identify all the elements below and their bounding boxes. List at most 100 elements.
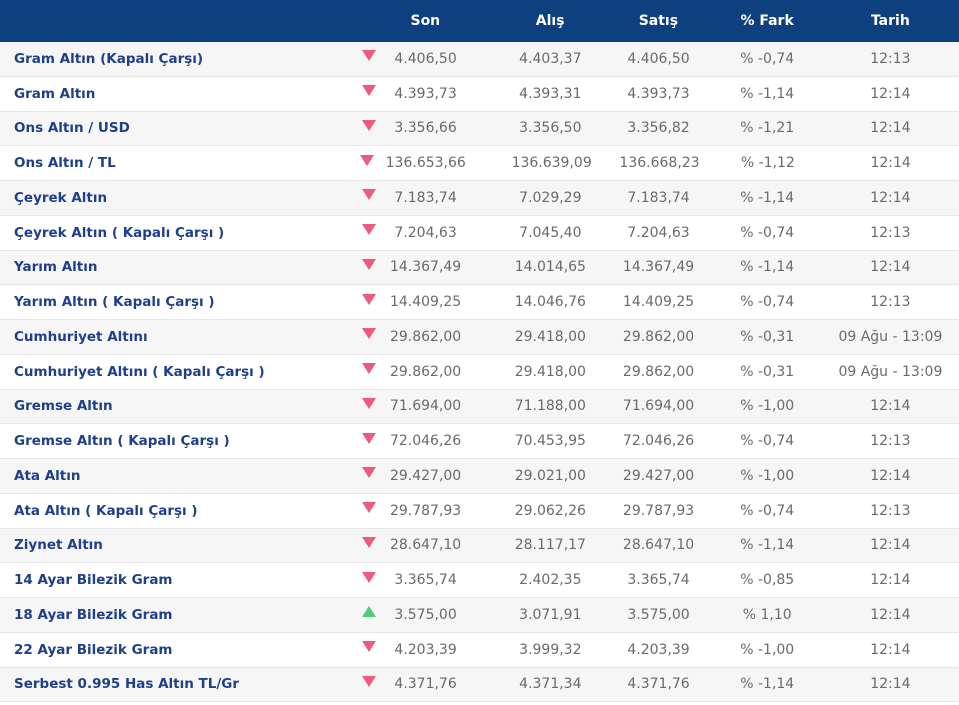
table-row[interactable]: Gram Altın 4.393,73 4.393,31 4.393,73 % -1,1… (0, 76, 959, 112)
triangle-down-icon (361, 119, 376, 131)
table-row[interactable]: Cumhuriyet Altını 29.862,00 29.418,00 29.86… (0, 320, 959, 355)
triangle-down-icon (361, 328, 376, 340)
row-son: 4.203,39 (394, 641, 457, 658)
row-son: 71.694,00 (389, 398, 462, 415)
row-satis: 4.406,50 (627, 50, 690, 67)
row-alis: 3.071,91 (519, 606, 582, 623)
row-name-link[interactable]: Gram Altın (Kapalı Çarşı) (14, 50, 204, 67)
row-name-link[interactable]: Çeyrek Altın (14, 189, 108, 206)
triangle-down-icon (361, 502, 376, 514)
row-satis: 29.862,00 (622, 328, 695, 345)
row-name-link[interactable]: Serbest 0.995 Has Altın TL/Gr (14, 676, 240, 693)
row-satis: 7.183,74 (627, 189, 690, 206)
table-row[interactable]: Cumhuriyet Altını ( Kapalı Çarşı ) 29.862… (0, 354, 959, 390)
row-tarih: 12:14 (870, 467, 911, 484)
triangle-down-icon (361, 50, 376, 62)
row-satis: 3.356,82 (627, 120, 690, 137)
table-row[interactable]: Ons Altın / USD 3.356,66 3.356,50 3.356,82%… (0, 111, 959, 147)
triangle-down-icon (360, 154, 375, 166)
table-row[interactable]: Yarım Altın ( Kapalı Çarşı ) 14.409,25 14.… (0, 285, 959, 320)
row-son: 72.046,26 (389, 433, 462, 450)
trend-down-icon (350, 390, 387, 424)
row-name-link[interactable]: Ons Altın / TL (14, 155, 116, 172)
row-son: 4.406,50 (394, 50, 457, 67)
row-name-link[interactable]: 22 Ayar Bilezik Gram (14, 641, 173, 658)
row-name-link[interactable]: Çeyrek Altın ( Kapalı Çarşı ) (14, 224, 225, 241)
row-tarih: 12:14 (870, 398, 911, 415)
table-row[interactable]: 18 Ayar Bilezik Gram 3.575,00 3.071,91 3.57… (0, 598, 959, 633)
row-name-link[interactable]: Gremse Altın (14, 398, 113, 415)
row-satis: 71.694,00 (622, 398, 695, 415)
table-row[interactable]: Ata Altın 29.427,00 29.021,00 29.427,00 % -1… (0, 459, 959, 494)
row-satis: 136.668,23 (619, 155, 700, 172)
row-alis: 14.046,76 (514, 294, 586, 311)
row-son: 136.653,66 (385, 155, 466, 172)
row-son: 29.862,00 (389, 328, 462, 345)
row-satis: 29.862,00 (622, 363, 695, 380)
row-fark: % -1,14 (740, 189, 795, 206)
row-fark: % -0,31 (740, 363, 795, 380)
table-row[interactable]: 22 Ayar Bilezik Gram 4.203,39 3.999,32 4.20… (0, 632, 959, 668)
row-alis: 3.356,50 (519, 120, 582, 137)
trend-down-icon (350, 181, 387, 215)
table-row[interactable]: Ons Altın / TL 136.653,66 136.639,09 136.66… (0, 146, 959, 181)
row-satis: 29.427,00 (622, 467, 695, 484)
row-alis: 4.371,34 (519, 676, 582, 693)
trend-down-icon (350, 251, 387, 285)
row-son: 7.204,63 (394, 224, 457, 241)
row-alis: 28.117,17 (514, 537, 586, 554)
table-row[interactable]: Gremse Altın 71.694,00 71.188,00 71.694,00%… (0, 389, 959, 425)
row-satis: 14.409,25 (622, 294, 695, 311)
trend-down-icon (350, 320, 387, 354)
row-fark: % -1,00 (740, 467, 795, 484)
row-satis: 28.647,10 (622, 537, 695, 554)
row-fark: % -0,74 (740, 502, 795, 519)
triangle-down-icon (361, 467, 376, 479)
table-row[interactable]: Ata Altın ( Kapalı Çarşı ) 29.787,93 29.06… (0, 493, 959, 529)
table-row[interactable]: Gram Altın (Kapalı Çarşı) 4.406,50 4.403,3… (0, 42, 959, 77)
row-son: 14.367,49 (389, 259, 462, 276)
row-name-link[interactable]: Ons Altın / USD (14, 120, 130, 137)
table-row[interactable]: Serbest 0.995 Has Altın TL/Gr 4.371,76 4.3… (0, 667, 959, 703)
row-fark: % -0,74 (740, 433, 795, 450)
row-son: 29.862,00 (389, 363, 462, 380)
row-tarih: 12:13 (870, 224, 911, 241)
table-row[interactable]: Yarım Altın 14.367,49 14.014,65 14.367,49 % … (0, 250, 959, 286)
triangle-down-icon (361, 258, 376, 270)
row-alis: 14.014,65 (514, 259, 586, 276)
row-name-link[interactable]: Gremse Altın ( Kapalı Çarşı ) (14, 433, 230, 450)
row-tarih: 09 Ağu - 13:09 (838, 363, 943, 380)
row-son: 29.787,93 (389, 502, 462, 519)
row-fark: % 1,10 (742, 606, 792, 623)
header-name-spacer (0, 0, 350, 42)
trend-down-icon (350, 42, 387, 76)
row-tarih: 12:14 (870, 537, 911, 554)
row-satis: 3.365,74 (627, 572, 690, 589)
table-row[interactable]: 14 Ayar Bilezik Gram 3.365,74 2.402,35 3.36… (0, 563, 959, 598)
row-tarih: 09 Ağu - 13:09 (838, 328, 943, 345)
row-satis: 29.787,93 (622, 502, 695, 519)
row-name-link[interactable]: Yarım Altın ( Kapalı Çarşı ) (14, 294, 215, 311)
row-fark: % -1,14 (740, 85, 795, 102)
table-row[interactable]: Ziynet Altın 28.647,10 28.117,17 28.647,10%… (0, 528, 959, 564)
table-row[interactable]: Gremse Altın ( Kapalı Çarşı ) 72.046,26 70… (0, 424, 959, 459)
row-name-link[interactable]: Gram Altın (14, 85, 96, 102)
row-name-link[interactable]: Ziynet Altın (14, 537, 103, 554)
trend-down-icon (350, 563, 387, 597)
row-name-link[interactable]: Yarım Altın (14, 259, 98, 276)
row-name-link[interactable]: Ata Altın ( Kapalı Çarşı ) (14, 502, 198, 519)
row-tarih: 12:14 (870, 606, 911, 623)
row-name-link[interactable]: 18 Ayar Bilezik Gram (14, 606, 173, 623)
row-fark: % -0,74 (740, 294, 795, 311)
table-row[interactable]: Çeyrek Altın 7.183,74 7.029,29 7.183,74 % -1… (0, 181, 959, 216)
row-name-link[interactable]: Cumhuriyet Altını (14, 328, 148, 345)
row-son: 7.183,74 (394, 189, 457, 206)
row-name-link[interactable]: Cumhuriyet Altını ( Kapalı Çarşı ) (14, 363, 265, 380)
table-row[interactable]: Çeyrek Altın ( Kapalı Çarşı ) 7.204,63 7.0… (0, 215, 959, 251)
row-son: 4.393,73 (394, 85, 457, 102)
row-alis: 4.403,37 (519, 50, 582, 67)
header-son: Son (410, 13, 441, 29)
row-name-link[interactable]: 14 Ayar Bilezik Gram (14, 572, 173, 589)
row-name-link[interactable]: Ata Altın (14, 467, 81, 484)
row-tarih: 12:14 (870, 641, 911, 658)
